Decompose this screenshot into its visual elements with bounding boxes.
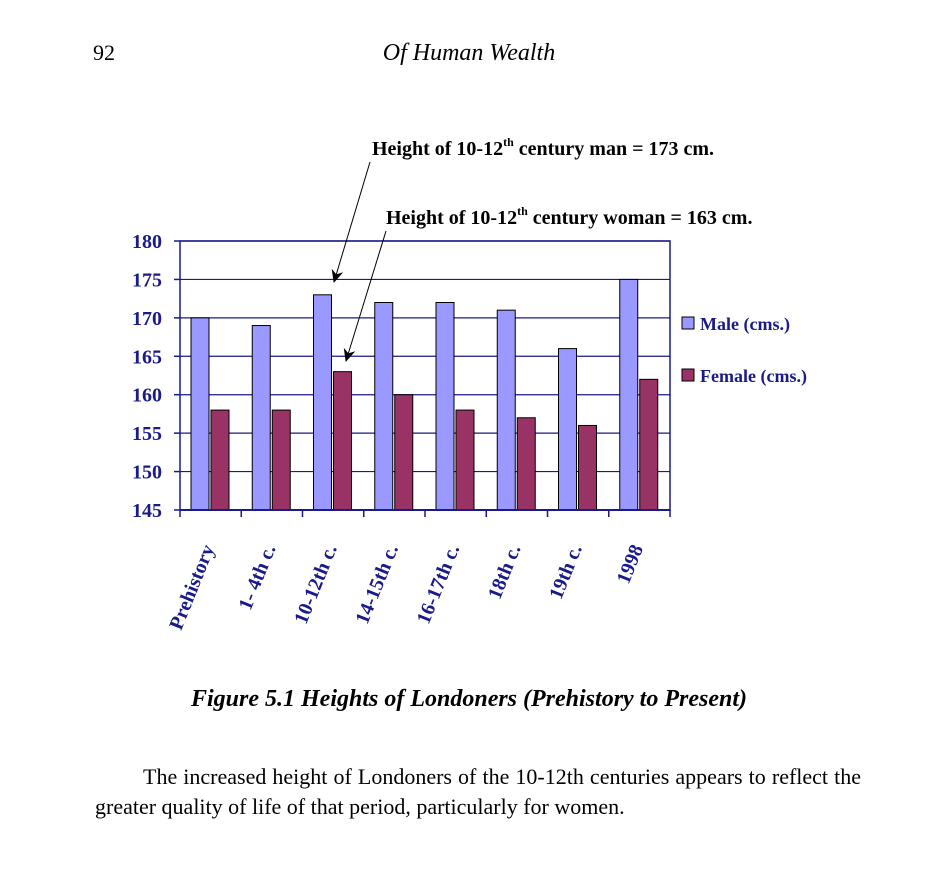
x-tick-label: 1- 4th c. [235, 542, 281, 614]
legend-swatch-male [681, 316, 695, 330]
bar-female [578, 424, 597, 511]
bar-male [496, 309, 516, 511]
annotation-woman-text: Height of 10-12 [386, 207, 517, 229]
annotation-woman-sup: th [517, 204, 528, 218]
bar-female [333, 371, 352, 511]
bar-male [251, 325, 271, 511]
legend: Male (cms.) Female (cms.) [681, 314, 807, 387]
bar-chart: 145 150 155 160 165 170 175 180 Prehistory 1- 4t… [132, 135, 807, 633]
legend-swatch-female [681, 368, 695, 382]
bar-female [639, 378, 659, 511]
annotation-man: Height of 10-12th century man = 173 cm. [331, 135, 714, 283]
legend-label-male: Male (cms.) [700, 314, 790, 335]
bar-female [271, 409, 291, 511]
x-tick-label: 19th c. [545, 542, 587, 603]
annotation-man-sup: th [503, 135, 514, 149]
bar-female [455, 409, 475, 511]
x-tick-label: 16-17th c. [413, 542, 465, 628]
page-number: 92 [93, 40, 115, 65]
y-tick-label: 165 [132, 346, 162, 368]
y-tick-label: 175 [132, 269, 162, 291]
bar-male [313, 294, 332, 511]
body-paragraph-text: The increased height of Londoners of the… [95, 764, 861, 819]
annotation-woman-arrow [343, 230, 387, 362]
axes [174, 240, 671, 517]
x-tick-label: 1998 [613, 542, 648, 587]
y-tick-label: 155 [132, 423, 162, 445]
body-paragraph: The increased height of Londoners of the… [95, 762, 861, 822]
annotation-woman-rest: century woman = 163 cm. [528, 207, 753, 229]
bar-female [210, 409, 230, 511]
annotation-man-rest: century man = 173 cm. [514, 138, 714, 160]
bar-male [374, 301, 394, 511]
y-tick-label: 145 [132, 500, 162, 522]
running-head: Of Human Wealth [382, 40, 556, 66]
annotation-man-text: Height of 10-12 [372, 138, 503, 160]
bar-male [619, 278, 639, 511]
y-tick-label: 150 [132, 462, 162, 484]
bar-male [190, 317, 210, 511]
x-tick-label: 10-12th c. [290, 542, 342, 628]
annotation-man-arrow [331, 161, 371, 283]
legend-label-female: Female (cms.) [700, 366, 807, 387]
svg-text:Height of 10-12th century man: Height of 10-12th century man = 173 cm. [372, 135, 714, 160]
annotation-woman: Height of 10-12th century woman = 163 cm… [343, 204, 752, 362]
x-tick-label: 18th c. [484, 542, 526, 603]
figure-caption: Figure 5.1 Heights of Londoners (Prehist… [190, 686, 748, 712]
y-tick-label: 160 [132, 385, 162, 407]
bar-male [435, 301, 455, 511]
y-tick-label: 180 [132, 231, 162, 253]
x-tick-label: 14-15th c. [351, 542, 403, 628]
x-tick-labels: Prehistory 1- 4th c. 10-12th c. 14-15th c. 1… [165, 542, 648, 633]
svg-text:Height of 10-12th century woma: Height of 10-12th century woman = 163 cm… [386, 204, 752, 229]
bar-male [558, 348, 577, 511]
bar-female [394, 394, 414, 511]
bar-female [516, 417, 536, 511]
y-tick-label: 170 [132, 308, 162, 330]
x-tick-label: Prehistory [165, 542, 219, 633]
bars [190, 278, 659, 511]
y-tick-labels: 145 150 155 160 165 170 175 180 [132, 231, 162, 522]
